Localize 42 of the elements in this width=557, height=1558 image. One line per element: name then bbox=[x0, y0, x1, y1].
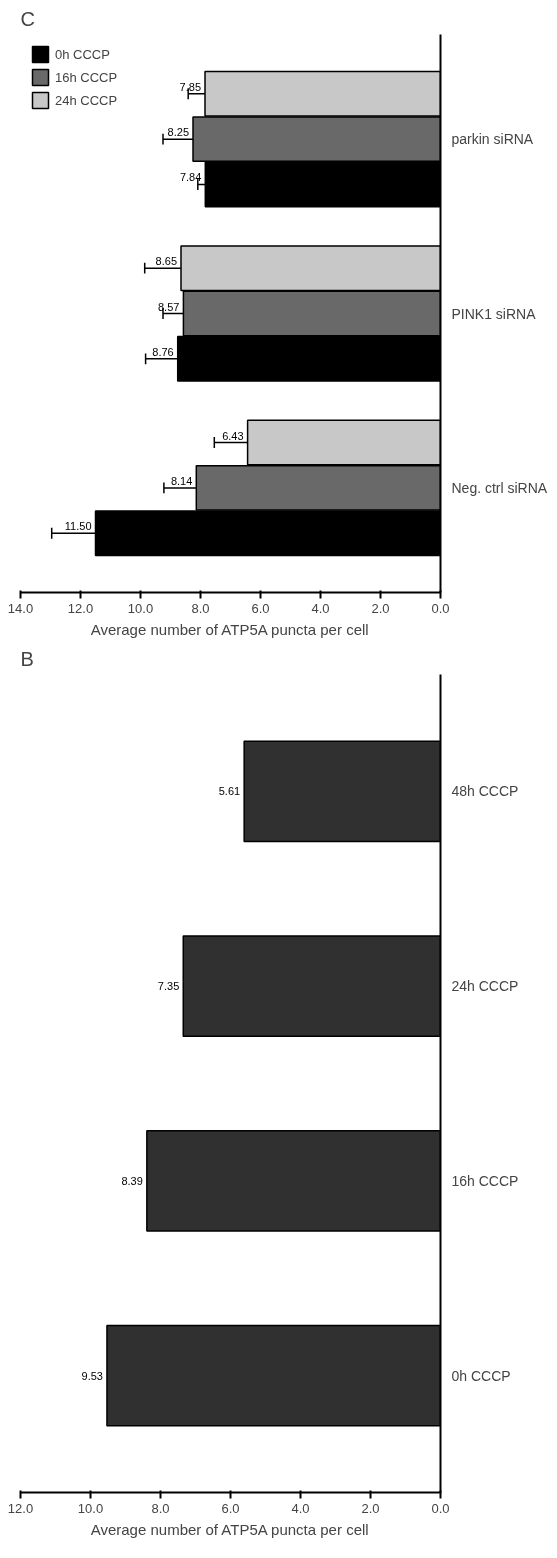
data-label: 5.61 bbox=[218, 785, 241, 798]
y-tick-label: parkin siRNA bbox=[451, 131, 534, 148]
data-label: 7.84 bbox=[179, 171, 202, 184]
x-tick-label: 0.0 bbox=[431, 1500, 450, 1516]
x-tick-label: 4.0 bbox=[291, 1500, 310, 1516]
x-tick-label: 12.0 bbox=[67, 600, 94, 616]
x-tick-label: 14.0 bbox=[7, 600, 34, 616]
x-tick-label: 4.0 bbox=[311, 600, 330, 616]
x-tick-label: 6.0 bbox=[251, 600, 270, 616]
data-label: 8.76 bbox=[152, 345, 174, 358]
data-label: 8.39 bbox=[121, 1174, 143, 1187]
data-label: 8.25 bbox=[167, 126, 190, 139]
data-label: 9.53 bbox=[81, 1369, 103, 1382]
x-tick-label: 10.0 bbox=[77, 1500, 104, 1516]
data-label: 11.50 bbox=[64, 520, 92, 533]
data-label: 7.35 bbox=[157, 980, 180, 993]
data-label: 8.65 bbox=[155, 255, 178, 268]
legend-label: 0h CCCP bbox=[55, 46, 110, 62]
y-tick-label: PINK1 siRNA bbox=[451, 305, 537, 322]
x-axis-title: Average number of ATP5A puncta per cell bbox=[90, 1520, 369, 1538]
x-axis-title: Average number of ATP5A puncta per cell bbox=[90, 620, 369, 638]
data-label: 8.57 bbox=[157, 300, 180, 313]
data-label: 7.85 bbox=[179, 80, 202, 93]
x-tick-label: 6.0 bbox=[221, 1500, 240, 1516]
data-label: 8.14 bbox=[170, 474, 193, 487]
y-tick-label: 48h CCCP bbox=[451, 783, 519, 800]
chart-title: B bbox=[20, 647, 34, 670]
y-tick-label: 24h CCCP bbox=[451, 978, 519, 995]
y-tick-label: 16h CCCP bbox=[451, 1172, 519, 1189]
x-tick-label: 0.0 bbox=[431, 600, 450, 616]
x-tick-label: 2.0 bbox=[361, 1500, 380, 1516]
x-tick-label: 2.0 bbox=[371, 600, 390, 616]
y-tick-label: Neg. ctrl siRNA bbox=[451, 479, 548, 496]
legend-label: 24h CCCP bbox=[55, 92, 118, 108]
x-tick-label: 8.0 bbox=[191, 600, 210, 616]
x-tick-label: 8.0 bbox=[151, 1500, 170, 1516]
y-tick-label: 0h CCCP bbox=[451, 1367, 511, 1384]
chart-title: C bbox=[20, 7, 35, 30]
data-label: 6.43 bbox=[222, 429, 244, 442]
legend-label: 16h CCCP bbox=[55, 69, 118, 85]
x-tick-label: 10.0 bbox=[127, 600, 154, 616]
x-tick-label: 12.0 bbox=[7, 1500, 34, 1516]
